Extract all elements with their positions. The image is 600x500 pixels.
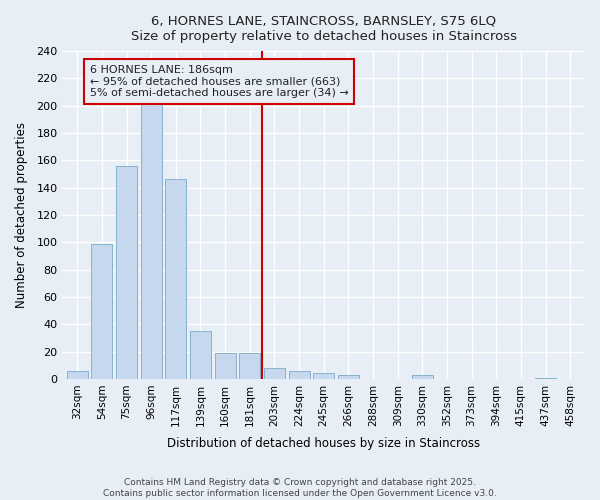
Bar	[116, 166, 137, 379]
Text: 6 HORNES LANE: 186sqm
← 95% of detached houses are smaller (663)
5% of semi-deta: 6 HORNES LANE: 186sqm ← 95% of detached …	[89, 65, 349, 98]
Bar	[535, 378, 556, 379]
Bar	[412, 375, 433, 379]
Bar	[141, 103, 161, 379]
Bar	[166, 180, 187, 379]
Bar	[264, 368, 285, 379]
X-axis label: Distribution of detached houses by size in Staincross: Distribution of detached houses by size …	[167, 437, 480, 450]
Bar	[215, 353, 236, 379]
Bar	[313, 374, 334, 379]
Text: Contains HM Land Registry data © Crown copyright and database right 2025.
Contai: Contains HM Land Registry data © Crown c…	[103, 478, 497, 498]
Title: 6, HORNES LANE, STAINCROSS, BARNSLEY, S75 6LQ
Size of property relative to detac: 6, HORNES LANE, STAINCROSS, BARNSLEY, S7…	[131, 15, 517, 43]
Bar	[91, 244, 112, 379]
Bar	[239, 353, 260, 379]
Bar	[289, 370, 310, 379]
Bar	[338, 375, 359, 379]
Bar	[67, 370, 88, 379]
Y-axis label: Number of detached properties: Number of detached properties	[15, 122, 28, 308]
Bar	[190, 331, 211, 379]
